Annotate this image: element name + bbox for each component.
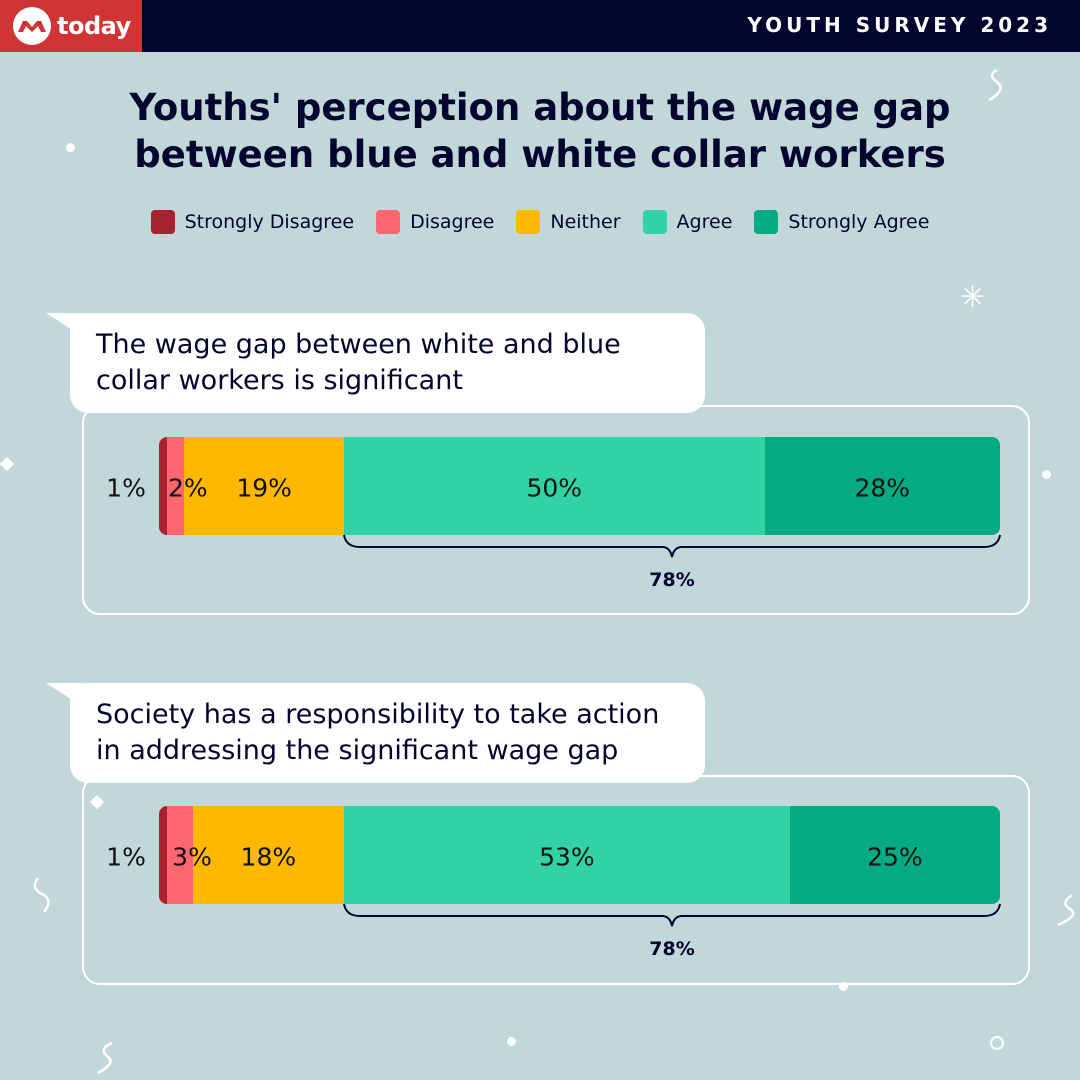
bar-segment [764, 437, 1000, 535]
squiggle-decoration [33, 877, 50, 913]
value-label: 1% [106, 473, 146, 503]
value-label: 25% [867, 842, 923, 872]
bar-segment [184, 437, 345, 535]
legend-label: Agree [676, 211, 733, 233]
brand-logo: today [0, 0, 142, 52]
value-label: 50% [526, 473, 583, 503]
legend-swatch [642, 210, 667, 234]
survey-badge: YOUTH SURVEY 2023 [747, 13, 1052, 37]
legend-item: Disagree [376, 210, 494, 234]
value-label: 2% [167, 473, 208, 503]
legend-label: Neither [550, 211, 621, 233]
statement-bubble-1: The wage gap between white and blue coll… [70, 313, 705, 413]
legend-item: Strongly Agree [754, 210, 929, 234]
bar-segment [167, 806, 194, 904]
statement-bubble-2: Society has a responsibility to take act… [70, 683, 705, 783]
value-label: 1% [106, 842, 146, 872]
legend-swatch [376, 210, 401, 234]
squiggle-decoration [97, 1041, 113, 1075]
brace-path [343, 534, 1001, 558]
stacked-bar-2 [159, 806, 1000, 904]
value-label: 3% [172, 842, 212, 872]
squiggle-decoration [1057, 893, 1075, 927]
stacked-bar-1 [159, 437, 1000, 535]
legend-swatch [754, 210, 779, 234]
dot-decoration [839, 982, 848, 991]
legend-swatch [516, 210, 541, 234]
agree-total-label: 78% [649, 569, 695, 591]
brand-name: today [57, 12, 131, 40]
legend-item: Strongly Disagree [150, 210, 355, 234]
brace-path [343, 903, 1001, 927]
bar-segment [159, 806, 168, 904]
bar-segment [344, 437, 766, 535]
header-bar: today YOUTH SURVEY 2023 [0, 0, 1080, 52]
legend-label: Strongly Agree [788, 211, 930, 233]
ring-decoration [990, 1036, 1004, 1050]
logo-mark-icon [13, 7, 51, 45]
squiggle-decoration [988, 68, 1002, 102]
legend-item: Neither [516, 210, 621, 234]
bar-segment [344, 806, 791, 904]
dot-decoration [507, 1037, 516, 1046]
legend: Strongly Disagree Disagree Neither Agree Str… [0, 210, 1080, 234]
bar-segment [159, 437, 168, 535]
legend-label: Strongly Disagree [184, 211, 355, 233]
dot-decoration [1042, 470, 1051, 479]
legend-item: Agree [642, 210, 733, 234]
bar-segment [789, 806, 1000, 904]
value-label: 19% [236, 473, 292, 503]
bar-segment [192, 806, 345, 904]
value-label: 18% [240, 842, 297, 872]
sparkle-icon: ✳ [960, 280, 986, 315]
dot-decoration [66, 143, 75, 152]
legend-swatch [150, 210, 175, 234]
chart-title: Youths' perception about the wage gap be… [129, 86, 951, 176]
value-label: 53% [539, 842, 595, 872]
legend-label: Disagree [410, 211, 495, 233]
bar-segment [167, 437, 185, 535]
agree-total-label: 78% [649, 938, 695, 960]
value-label: 28% [854, 473, 911, 503]
